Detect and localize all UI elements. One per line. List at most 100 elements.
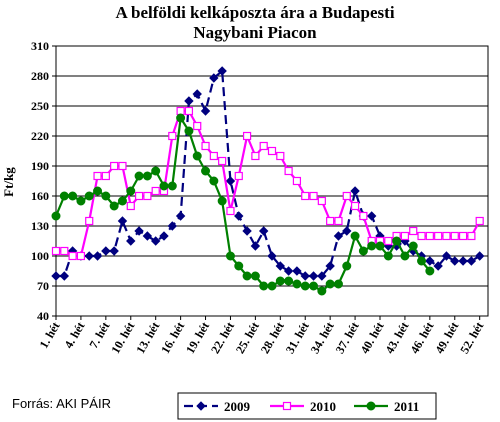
data-point bbox=[184, 126, 194, 136]
data-point bbox=[168, 131, 177, 141]
x-tick-label: 1. hét bbox=[36, 320, 62, 351]
data-point bbox=[193, 121, 202, 131]
data-point bbox=[242, 271, 252, 281]
data-point bbox=[209, 151, 218, 161]
data-point bbox=[300, 281, 310, 291]
data-point bbox=[242, 226, 252, 236]
data-point bbox=[474, 251, 485, 261]
data-point bbox=[142, 231, 153, 241]
data-point bbox=[126, 236, 136, 246]
data-point bbox=[425, 256, 435, 266]
data-point bbox=[59, 191, 69, 201]
y-tick-label: 40 bbox=[37, 309, 49, 323]
data-point bbox=[217, 66, 227, 76]
plot-area bbox=[55, 45, 489, 317]
data-point bbox=[59, 271, 70, 281]
data-point bbox=[200, 106, 211, 116]
data-point bbox=[301, 191, 310, 201]
data-point bbox=[167, 221, 178, 231]
series-line-2010 bbox=[56, 109, 481, 258]
x-tick-label: 28. hét bbox=[258, 320, 287, 356]
data-point bbox=[350, 201, 360, 211]
x-tick-label: 46. hét bbox=[407, 320, 436, 356]
data-point bbox=[117, 216, 128, 226]
data-point bbox=[76, 196, 86, 206]
data-point bbox=[93, 171, 102, 181]
x-tick-label: 16. hét bbox=[158, 320, 187, 356]
data-point bbox=[400, 231, 410, 241]
data-point bbox=[85, 216, 94, 226]
data-point bbox=[275, 261, 286, 271]
data-point bbox=[400, 251, 410, 261]
y-tick-label: 280 bbox=[31, 69, 49, 83]
data-point bbox=[442, 231, 451, 241]
series-2009 bbox=[51, 66, 485, 281]
data-point bbox=[317, 271, 327, 281]
data-point bbox=[117, 196, 127, 206]
x-tick-label: 19. hét bbox=[183, 320, 212, 356]
data-point bbox=[109, 201, 119, 211]
x-tick-label: 49. hét bbox=[432, 320, 461, 356]
data-point bbox=[234, 211, 244, 221]
data-point bbox=[126, 186, 136, 196]
data-point bbox=[409, 226, 418, 236]
data-point bbox=[84, 251, 94, 261]
data-point bbox=[209, 176, 219, 186]
data-point bbox=[417, 256, 427, 266]
y-axis-ticks: 40 70 100 130 160 190 220 250 280 310 bbox=[31, 39, 56, 323]
x-tick-label: 52. hét bbox=[457, 320, 486, 356]
data-point bbox=[325, 279, 335, 289]
data-point bbox=[300, 271, 310, 281]
data-point bbox=[292, 266, 302, 276]
y-axis-label: Ft/kg bbox=[1, 167, 16, 197]
legend: 2009 2010 2011 bbox=[177, 392, 437, 420]
chart-title-line-1: A belföldi kelkáposzta ára a Budapesti bbox=[115, 3, 394, 22]
data-point bbox=[134, 191, 144, 201]
data-point bbox=[167, 181, 177, 191]
data-point bbox=[234, 261, 244, 271]
data-point bbox=[51, 211, 61, 221]
data-point bbox=[51, 271, 61, 281]
data-point bbox=[175, 211, 186, 221]
data-point bbox=[392, 236, 402, 246]
data-point bbox=[76, 251, 86, 261]
data-point bbox=[425, 266, 435, 276]
data-point bbox=[408, 241, 418, 251]
data-point bbox=[326, 216, 335, 226]
data-point bbox=[275, 276, 285, 286]
data-point bbox=[142, 171, 152, 181]
data-point bbox=[375, 241, 385, 251]
data-point bbox=[383, 251, 393, 261]
x-tick-label: 37. hét bbox=[333, 320, 362, 356]
series-2010 bbox=[51, 106, 484, 261]
data-point bbox=[450, 256, 460, 266]
data-point bbox=[234, 171, 243, 181]
data-point bbox=[242, 131, 252, 141]
data-point bbox=[134, 171, 144, 181]
data-point bbox=[350, 186, 360, 196]
data-point bbox=[201, 166, 211, 176]
y-tick-label: 190 bbox=[31, 159, 49, 173]
y-tick-label: 310 bbox=[31, 39, 49, 53]
data-point bbox=[51, 246, 61, 256]
legend-box bbox=[177, 392, 437, 420]
data-point bbox=[367, 241, 377, 251]
data-point bbox=[458, 256, 468, 266]
data-point bbox=[176, 113, 186, 123]
data-point bbox=[184, 96, 194, 106]
data-point bbox=[60, 246, 69, 256]
data-point bbox=[458, 231, 468, 241]
data-point bbox=[309, 281, 319, 291]
data-point bbox=[101, 191, 111, 201]
data-point bbox=[475, 216, 484, 226]
data-point bbox=[84, 191, 94, 201]
data-point bbox=[425, 231, 434, 241]
chart-title-line-2: Nagybani Piacon bbox=[193, 23, 317, 42]
data-point bbox=[317, 286, 327, 296]
data-point bbox=[176, 106, 185, 116]
y-tick-label: 100 bbox=[31, 249, 49, 263]
x-tick-label: 25. hét bbox=[233, 320, 262, 356]
data-point bbox=[201, 141, 210, 151]
